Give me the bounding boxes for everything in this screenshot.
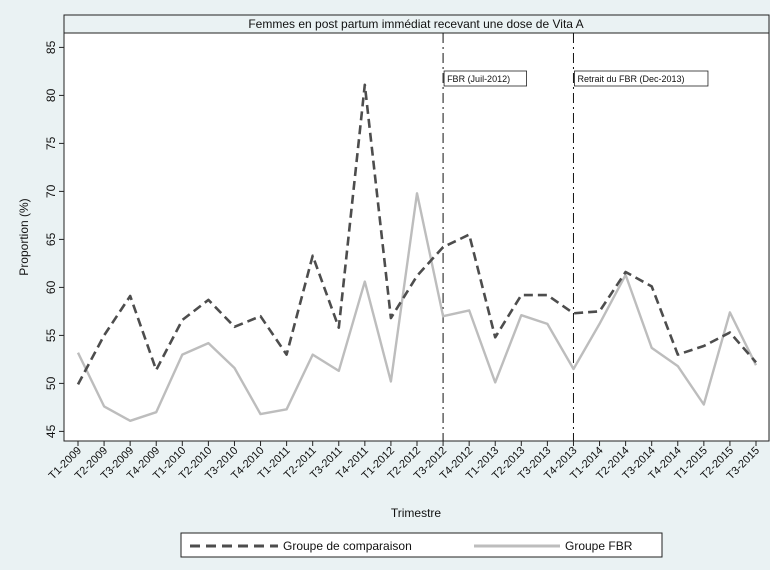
x-axis: T1-2009T2-2009T3-2009T4-2009T1-2010T2-20… xyxy=(47,441,762,482)
title-box xyxy=(63,14,770,34)
x-axis-label: Trimestre xyxy=(391,506,442,520)
y-tick-label: 80 xyxy=(44,88,58,102)
y-tick-label: 65 xyxy=(44,232,58,246)
series-layer xyxy=(76,83,758,422)
y-axis-label: Proportion (%) xyxy=(17,198,31,275)
series-line-comparaison xyxy=(76,83,757,386)
legend-label-comparaison: Groupe de comparaison xyxy=(283,539,412,553)
y-tick-label: 50 xyxy=(44,376,58,390)
y-tick-label: 75 xyxy=(44,136,58,150)
legend: Groupe de comparaison Groupe FBR xyxy=(180,532,663,558)
annotation-group: FBR (Juil-2012) Retrait du FBR (Dec-2013) xyxy=(442,33,709,441)
y-tick-label: 85 xyxy=(44,40,58,54)
legend-label-fbr: Groupe FBR xyxy=(565,539,633,553)
annotation-label: FBR (Juil-2012) xyxy=(447,74,510,84)
chart-title: Femmes en post partum immédiat recevant … xyxy=(248,17,583,31)
annotation-box xyxy=(574,70,709,87)
y-tick-label: 55 xyxy=(44,328,58,342)
y-tick-label: 70 xyxy=(44,184,58,198)
series-line-fbr xyxy=(76,192,758,422)
y-tick-label: 60 xyxy=(44,280,58,294)
annotation-label: Retrait du FBR (Dec-2013) xyxy=(577,74,684,84)
plot-area xyxy=(63,32,770,442)
y-axis: 45 50 55 60 65 70 75 80 85 xyxy=(44,40,64,438)
y-tick-label: 45 xyxy=(44,424,58,438)
annotation-box xyxy=(443,70,527,87)
